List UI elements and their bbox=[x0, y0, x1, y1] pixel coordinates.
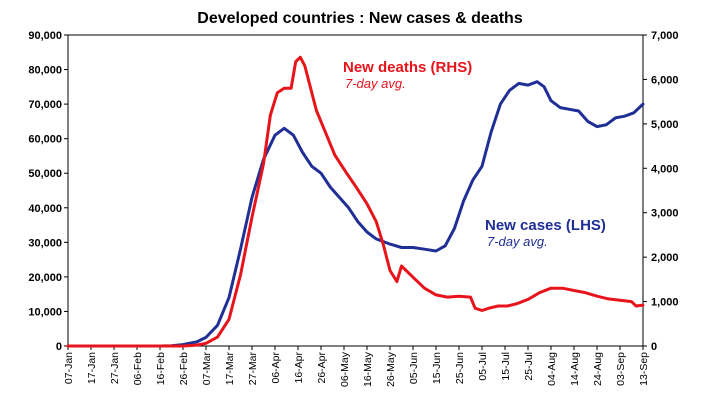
x-tick-label: 07-Mar bbox=[201, 352, 213, 386]
y-right-tick-label: 4,000 bbox=[651, 163, 679, 175]
y-right-tick-label: 1,000 bbox=[651, 297, 679, 309]
y-left-tick-label: 60,000 bbox=[28, 134, 62, 146]
x-tick-label: 07-Jan bbox=[63, 352, 75, 384]
y-right-tick-label: 7,000 bbox=[651, 30, 679, 42]
x-tick-label: 15-Jul bbox=[500, 352, 512, 381]
x-tick-label: 26-May bbox=[385, 351, 397, 387]
x-tick-label: 24-Aug bbox=[592, 352, 604, 386]
y-left-tick-label: 50,000 bbox=[28, 168, 62, 180]
x-tick-label: 05-Jul bbox=[477, 352, 489, 381]
x-tick-label: 17-Mar bbox=[224, 352, 236, 386]
y-left-tick-label: 70,000 bbox=[28, 99, 62, 111]
x-tick-label: 16-May bbox=[362, 351, 374, 387]
x-tick-label: 04-Aug bbox=[546, 352, 558, 386]
deaths-annotation-normal: (RHS) bbox=[431, 59, 473, 76]
y-left-tick-label: 0 bbox=[56, 341, 62, 353]
x-tick-label: 16-Apr bbox=[293, 351, 305, 383]
right-axis: 0 1,000 2,000 3,000 4,000 5,000 6,000 7,000 bbox=[643, 30, 679, 353]
deaths-annotation: New deaths (RHS) bbox=[343, 59, 472, 76]
y-left-tick-label: 80,000 bbox=[28, 65, 62, 77]
deaths-annotation-sub: 7-day avg. bbox=[345, 76, 406, 91]
series-group bbox=[66, 55, 645, 348]
x-tick-label: 25-Jun bbox=[454, 352, 466, 384]
x-tick-label: 13-Sep bbox=[638, 352, 650, 386]
y-right-tick-label: 5,000 bbox=[651, 119, 679, 131]
deaths-annotation-bold: New deaths bbox=[343, 59, 426, 76]
cases-annotation-bold: New cases bbox=[485, 217, 562, 234]
x-tick-label: 26-Feb bbox=[178, 352, 190, 385]
chart-title: Developed countries : New cases & deaths bbox=[197, 10, 523, 27]
x-tick-label: 26-Apr bbox=[316, 351, 328, 383]
x-tick-label: 17-Jan bbox=[86, 352, 98, 384]
cases-annotation-normal: (LHS) bbox=[566, 217, 606, 234]
x-axis: 07-Jan 17-Jan 27-Jan 06-Feb 16-Feb 26-Feb 07-M… bbox=[63, 346, 650, 387]
left-axis: 0 10,000 20,000 30,000 40,000 50,000 60,000 70,… bbox=[28, 30, 68, 353]
x-tick-label: 06-May bbox=[339, 351, 351, 387]
x-tick-label: 03-Sep bbox=[615, 352, 627, 386]
y-right-tick-label: 6,000 bbox=[651, 74, 679, 86]
y-right-tick-label: 0 bbox=[651, 341, 657, 353]
x-tick-label: 15-Jun bbox=[431, 352, 443, 384]
new-cases-line bbox=[66, 80, 645, 348]
y-left-tick-label: 20,000 bbox=[28, 272, 62, 284]
y-left-tick-label: 90,000 bbox=[28, 30, 62, 42]
cases-annotation-sub: 7-day avg. bbox=[487, 234, 548, 249]
x-tick-label: 06-Feb bbox=[132, 352, 144, 385]
x-tick-label: 05-Jun bbox=[408, 352, 420, 384]
y-left-tick-label: 10,000 bbox=[28, 306, 62, 318]
new-deaths-line bbox=[66, 55, 645, 348]
x-tick-label: 27-Jan bbox=[109, 352, 121, 384]
y-right-tick-label: 2,000 bbox=[651, 252, 679, 264]
cases-annotation: New cases (LHS) bbox=[485, 217, 606, 234]
x-tick-label: 16-Feb bbox=[155, 352, 167, 385]
x-tick-label: 27-Mar bbox=[247, 352, 259, 386]
y-left-tick-label: 30,000 bbox=[28, 237, 62, 249]
x-tick-label: 14-Aug bbox=[569, 352, 581, 386]
y-right-tick-label: 3,000 bbox=[651, 208, 679, 220]
x-tick-label: 06-Apr bbox=[270, 351, 282, 383]
y-left-tick-label: 40,000 bbox=[28, 203, 62, 215]
x-tick-label: 25-Jul bbox=[523, 352, 535, 381]
plot-frame bbox=[67, 34, 644, 347]
